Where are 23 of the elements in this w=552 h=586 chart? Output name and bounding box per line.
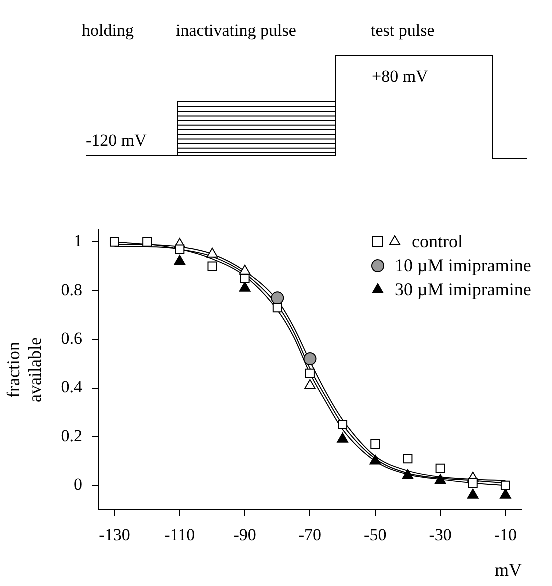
y-tick-label: 0 xyxy=(74,475,82,494)
text: inactivating pulse xyxy=(176,21,296,40)
y-tick-label: 1 xyxy=(74,232,82,251)
y-tick-label: 0.8 xyxy=(61,280,82,300)
x-tick-label: -50 xyxy=(364,526,387,545)
y-tick-label: 0.4 xyxy=(61,378,83,397)
text: test pulse xyxy=(371,21,435,40)
x-tick-label: -10 xyxy=(494,526,518,545)
x-tick-label: -130 xyxy=(99,526,130,545)
x-tick-label: -30 xyxy=(429,526,452,545)
text: -120 mV xyxy=(86,131,148,150)
x-axis-title: mV xyxy=(495,560,522,580)
legend-label: control xyxy=(412,232,463,252)
y-axis-title: fraction available xyxy=(4,338,46,402)
x-tick-label: -90 xyxy=(234,526,256,545)
x-tick-label: -110 xyxy=(164,526,196,545)
y-tick-label: 0.6 xyxy=(61,329,82,348)
y-tick-label: 0.2 xyxy=(61,426,82,446)
text: +80 mV xyxy=(372,67,430,86)
text: holding xyxy=(82,21,134,40)
legend-label: 30 µM imipramine xyxy=(395,280,532,300)
x-tick-label: -70 xyxy=(298,526,322,545)
legend-label: 10 µM imipramine xyxy=(395,256,532,276)
